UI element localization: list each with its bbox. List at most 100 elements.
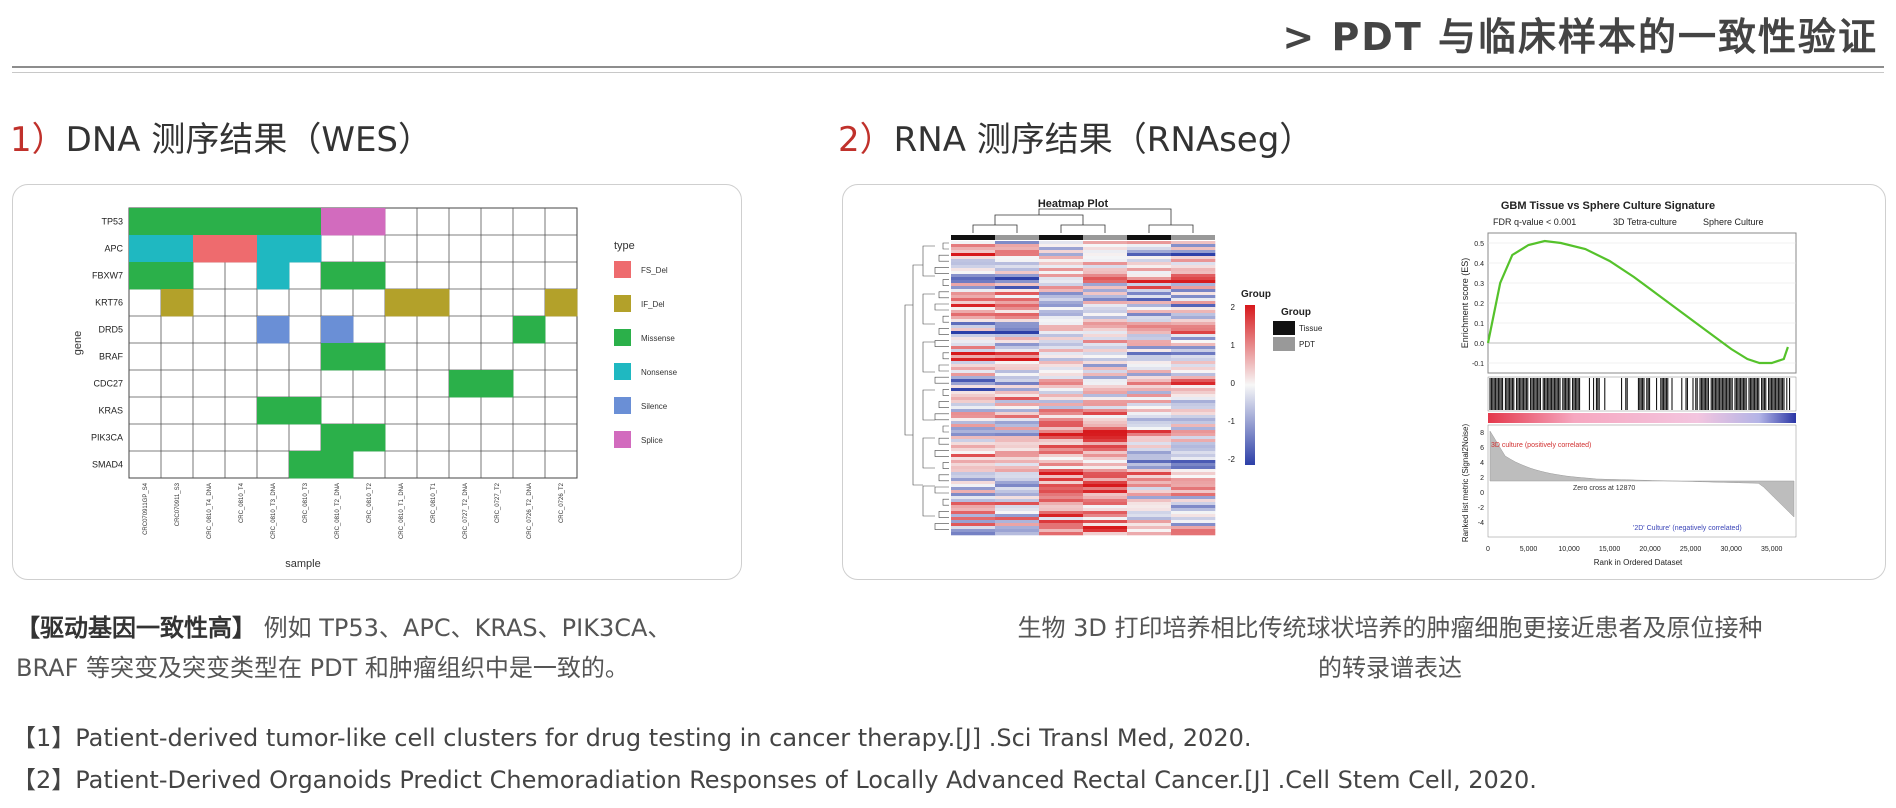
heatmap-cell [995, 442, 1040, 446]
header-divider [12, 66, 1884, 68]
heatmap-cell [1171, 304, 1216, 308]
heatmap-cell [1127, 403, 1172, 407]
heatmap-cell [951, 295, 996, 299]
heatmap-cell [995, 289, 1040, 293]
heatmap-cell [1171, 355, 1216, 359]
heatmap-cell [1127, 388, 1172, 392]
heatmap-cell [995, 277, 1040, 281]
heatmap-cell [1171, 310, 1216, 314]
heatmap-cell [1127, 382, 1172, 386]
heatmap-cell [1171, 313, 1216, 317]
heatmap-cell [1039, 301, 1084, 305]
heatmap-cell [1039, 334, 1084, 338]
heatmap-cell [995, 301, 1040, 305]
wes-sample-label: CRC_0810_T4_DNA [207, 483, 213, 539]
wes-mutation-cell [513, 316, 546, 344]
gsea-annotation-positive: 3D culture (positively correlated) [1491, 442, 1591, 449]
heatmap-cell [951, 343, 996, 347]
heatmap-cell [1171, 484, 1216, 488]
heatmap-cell [1083, 472, 1128, 476]
heatmap-cell [995, 268, 1040, 272]
heatmap-cell [1127, 334, 1172, 338]
group-bar-segment [951, 235, 995, 240]
heatmap-cell [1127, 472, 1172, 476]
heatmap-cell [1127, 517, 1172, 521]
heatmap-cell [995, 445, 1040, 449]
heatmap-cell [1083, 418, 1128, 422]
heatmap-cell [1171, 532, 1216, 536]
heatmap-cell [951, 379, 996, 383]
heatmap-cell [1083, 322, 1128, 326]
heatmap-cell [995, 430, 1040, 434]
heatmap-cell [1171, 316, 1216, 320]
heatmap-column-dendrogram [972, 208, 1194, 233]
gsea-stat: FDR q-value < 0.001 [1493, 217, 1576, 227]
heatmap-cell [951, 292, 996, 296]
heatmap-cell [995, 373, 1040, 377]
gsea-metric-tick: 8 [1480, 430, 1484, 437]
heatmap-cell [1039, 487, 1084, 491]
heatmap-cell [1083, 421, 1128, 425]
heatmap-cell [995, 409, 1040, 413]
heatmap-cell [1171, 496, 1216, 500]
rna-panel: Heatmap Plot Group 2 1 0 -1 -2 Group Tissue P… [842, 184, 1886, 580]
heatmap-cell [1083, 241, 1128, 245]
heatmap-cell [951, 253, 996, 257]
heatmap-cell [951, 289, 996, 293]
heatmap-cell [1127, 340, 1172, 344]
heatmap-cell [1127, 364, 1172, 368]
wes-sample-label: CRC_0726_T2_DNA [527, 483, 533, 539]
heatmap-cell [951, 325, 996, 329]
heatmap-cell [1171, 421, 1216, 425]
heatmap-cell [1039, 463, 1084, 467]
heatmap-cell [951, 265, 996, 269]
heatmap-cell [1083, 352, 1128, 356]
heatmap-cell [1039, 382, 1084, 386]
heatmap-cell [995, 499, 1040, 503]
heatmap-cell [1083, 292, 1128, 296]
gsea-es-y-tick: 0.5 [1474, 241, 1484, 248]
heatmap-cell [1083, 415, 1128, 419]
heatmap-cell [1083, 307, 1128, 311]
heatmap-cell [1039, 391, 1084, 395]
heatmap-cell [1039, 505, 1084, 509]
section-1-title: DNA 测序结果（WES） [65, 120, 433, 160]
heatmap-cell [1127, 508, 1172, 512]
wes-mutation-cell [257, 397, 290, 425]
heatmap-cell [951, 250, 996, 254]
heatmap-cell [995, 307, 1040, 311]
wes-mutation-cell [161, 262, 194, 290]
header-divider-thin [12, 72, 1884, 73]
heatmap-cell [1039, 481, 1084, 485]
gsea-metric-tick: 4 [1480, 460, 1484, 467]
heatmap-scale-tick: 1 [1231, 341, 1236, 350]
heatmap-cell [951, 532, 996, 536]
heatmap-cell [1127, 427, 1172, 431]
heatmap-cell [1171, 250, 1216, 254]
heatmap-cell [995, 448, 1040, 452]
heatmap-cell [1083, 517, 1128, 521]
heatmap-cell [1127, 523, 1172, 527]
gsea-x-axis-label: Rank in Ordered Dataset [1594, 558, 1683, 567]
heatmap-cell [1039, 421, 1084, 425]
wes-mutation-cell [193, 235, 226, 263]
wes-gene-label: PIK3CA [91, 433, 123, 443]
heatmap-cell [1083, 430, 1128, 434]
heatmap-cell [951, 385, 996, 389]
heatmap-cell [951, 511, 996, 515]
heatmap-cell [1171, 400, 1216, 404]
heatmap-cell [1127, 316, 1172, 320]
heatmap-cell [1083, 469, 1128, 473]
heatmap-cell [951, 391, 996, 395]
heatmap-cell [951, 355, 996, 359]
group-legend: Tissue PDT [1273, 321, 1323, 351]
heatmap-cell [1127, 352, 1172, 356]
heatmap-cell [1039, 373, 1084, 377]
section-2-heading: 2）RNA 测序结果（RNAseg） [838, 112, 1313, 161]
heatmap-cell [1171, 508, 1216, 512]
wes-description-line2: BRAF 等突变及突变类型在 PDT 和肿瘤组织中是一致的。 [16, 654, 629, 682]
heatmap-cell [1171, 454, 1216, 458]
heatmap-cell [1171, 247, 1216, 251]
heatmap-cell [1039, 454, 1084, 458]
heatmap-cell [1127, 505, 1172, 509]
